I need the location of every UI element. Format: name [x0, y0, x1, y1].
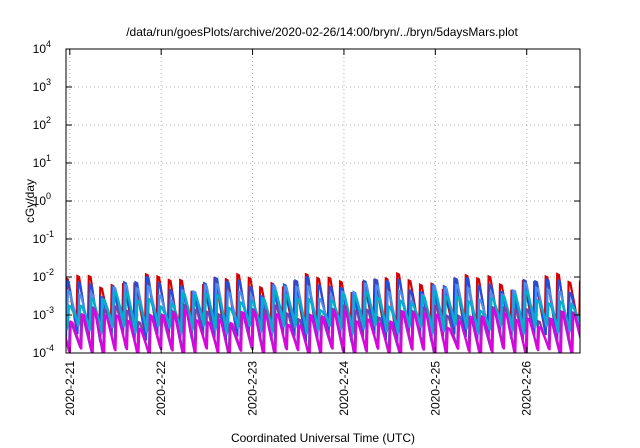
y-tick-exponent: 4 — [46, 39, 51, 49]
y-tick-label: 10 — [33, 118, 47, 132]
y-tick-label: 10 — [33, 156, 47, 170]
y-tick-label: 10 — [33, 308, 47, 322]
x-axis-label: Coordinated Universal Time (UTC) — [231, 431, 415, 445]
x-tick-label: 2020-2-22 — [154, 361, 168, 416]
y-tick-label: 10 — [33, 346, 47, 360]
y-tick-label: 10 — [33, 42, 47, 56]
y-tick-exponent: 0 — [46, 191, 51, 201]
chart-title: /data/run/goesPlots/archive/2020-02-26/1… — [126, 25, 518, 39]
x-tick-label: 2020-2-23 — [246, 361, 260, 416]
y-tick-label: 10 — [33, 80, 47, 94]
y-tick-exponent: -2 — [46, 267, 54, 277]
y-tick-exponent: -3 — [46, 305, 54, 315]
series-line — [66, 307, 580, 353]
x-tick-label: 2020-2-26 — [520, 361, 534, 416]
series-line — [66, 289, 580, 334]
x-tick-label: 2020-2-21 — [63, 361, 77, 416]
y-tick-exponent: 2 — [46, 115, 51, 125]
x-axis: 2020-2-21 2020-2-22 2020-2-23 2020-2-24 2020… — [63, 49, 534, 416]
y-tick-label: 10 — [33, 232, 47, 246]
y-tick-exponent: 1 — [46, 153, 51, 163]
y-tick-exponent: -1 — [46, 229, 54, 239]
y-tick-exponent: -4 — [46, 343, 54, 353]
y-tick-exponent: 3 — [46, 77, 51, 87]
x-tick-label: 2020-2-24 — [337, 361, 351, 416]
x-tick-label: 2020-2-25 — [428, 361, 442, 416]
y-tick-label: 10 — [33, 270, 47, 284]
grid — [66, 49, 580, 353]
y-tick-label: 10 — [33, 194, 47, 208]
y-axis-label: cGy/day — [23, 179, 37, 223]
series-group — [66, 271, 580, 353]
